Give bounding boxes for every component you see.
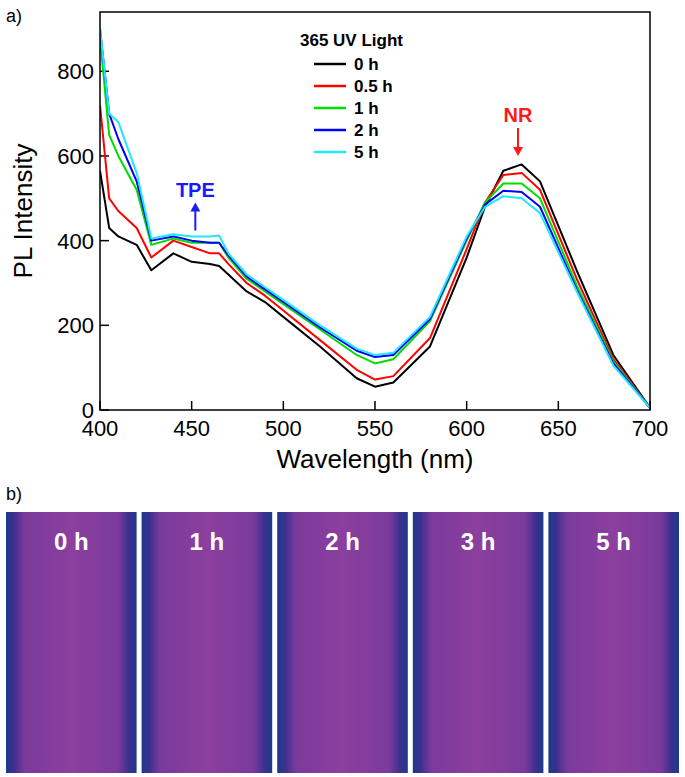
x-tick-label: 500 — [265, 416, 302, 441]
legend-entry: 2 h — [354, 121, 379, 140]
x-tick — [466, 401, 468, 410]
figure: a)4004505005506006507000200400600800Wave… — [0, 0, 685, 777]
annotation-arrow — [194, 211, 196, 231]
legend-entry: 5 h — [354, 143, 379, 162]
annotation-arrowhead — [513, 147, 523, 156]
annotation-arrow — [517, 128, 519, 148]
legend-entry: 1 h — [354, 99, 379, 118]
y-tick — [100, 325, 109, 327]
x-tick — [558, 401, 560, 410]
series-line — [100, 29, 650, 408]
panel-label: a) — [6, 6, 22, 26]
photo-ground — [6, 512, 679, 773]
photo — [6, 512, 137, 773]
legend-swatch — [314, 63, 346, 66]
photo — [548, 512, 679, 773]
legend-swatch — [314, 151, 346, 154]
series-line — [100, 37, 650, 407]
x-tick — [374, 401, 376, 410]
photo-label: 3 h — [461, 528, 496, 555]
annotation-arrowhead — [190, 203, 200, 212]
y-axis-title: PL Intensity — [8, 144, 38, 279]
legend-entry: 0 h — [354, 55, 379, 74]
photo — [413, 512, 544, 773]
x-tick — [191, 401, 193, 410]
y-tick-label: 0 — [82, 398, 94, 423]
legend-swatch — [314, 85, 346, 88]
y-tick-label: 200 — [57, 313, 94, 338]
x-tick-label: 600 — [448, 416, 485, 441]
x-tick-label: 700 — [632, 416, 669, 441]
series-line — [100, 29, 650, 408]
panel-label: b) — [6, 484, 22, 504]
photo — [142, 512, 273, 773]
x-tick-label: 550 — [357, 416, 394, 441]
photo-label: 0 h — [54, 528, 89, 555]
annotation: NR — [504, 104, 533, 126]
y-tick — [100, 240, 109, 242]
plot-lines — [100, 29, 650, 408]
annotation: TPE — [176, 179, 215, 201]
photo — [277, 512, 408, 773]
photo-label: 5 h — [596, 528, 631, 555]
x-tick — [283, 401, 285, 410]
x-tick-label: 450 — [173, 416, 210, 441]
legend-entry: 0.5 h — [354, 77, 393, 96]
legend-swatch — [314, 107, 346, 110]
legend-swatch — [314, 129, 346, 132]
photo-label: 1 h — [190, 528, 225, 555]
y-tick-label: 400 — [57, 229, 94, 254]
photo-label: 2 h — [325, 528, 360, 555]
y-tick-label: 800 — [57, 59, 94, 84]
series-line — [100, 164, 650, 407]
x-axis-title: Wavelength (nm) — [277, 444, 474, 474]
legend-title: 365 UV Light — [300, 31, 403, 50]
x-tick-label: 650 — [540, 416, 577, 441]
plot-frame — [100, 12, 650, 410]
y-tick-label: 600 — [57, 144, 94, 169]
